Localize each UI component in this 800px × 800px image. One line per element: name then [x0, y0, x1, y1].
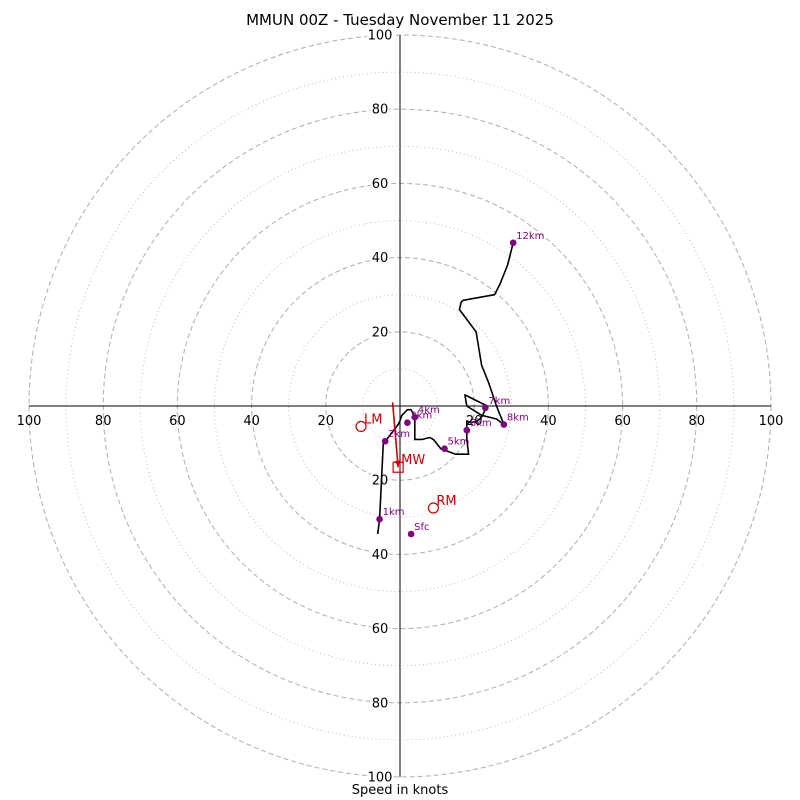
height-label-3km: 3km — [410, 411, 432, 422]
storm-motion-label-MW: MW — [401, 453, 425, 468]
y-tick-up-80: 80 — [372, 103, 389, 118]
storm-motion-label-LM: LM — [364, 412, 382, 427]
y-tick-up-60-bg — [371, 175, 389, 192]
height-marker-Sfc — [407, 530, 415, 538]
chart-title: MMUN 00Z - Tuesday November 11 2025 — [246, 11, 554, 29]
height-label-2km: 2km — [388, 429, 410, 440]
storm-motion-label-RM: RM — [436, 494, 456, 509]
y-tick-up-100: 100 — [368, 29, 393, 44]
x-tick-right-40: 40 — [540, 414, 557, 429]
axes — [29, 35, 771, 777]
height-marker-1km — [376, 515, 383, 523]
y-tick-down-20: 20 — [372, 474, 389, 489]
height-marker-2km — [381, 437, 389, 445]
y-tick-down-80-bg — [371, 694, 389, 711]
x-tick-right-80: 80 — [689, 414, 706, 429]
height-marker-7km — [482, 404, 489, 412]
y-tick-down-40-bg — [371, 546, 389, 563]
x-tick-left-20: 20 — [318, 414, 335, 429]
height-marker-6km — [463, 426, 471, 434]
height-label-6km: 6km — [470, 418, 492, 429]
height-label-7km: 7km — [488, 396, 510, 407]
y-tick-down-40: 40 — [372, 548, 389, 563]
y-tick-down-100-bg — [367, 769, 393, 785]
x-tick-left-60: 60 — [169, 414, 186, 429]
x-tick-left-80: 80 — [95, 414, 112, 429]
x-tick-right-100: 100 — [759, 414, 784, 429]
height-label-Sfc: Sfc — [414, 522, 429, 533]
mean-wind-arrow — [391, 402, 399, 468]
x-tick-left-40: 40 — [243, 414, 260, 429]
height-marker-8km — [500, 421, 508, 428]
y-tick-down-60-bg — [371, 620, 389, 637]
y-tick-up-20-bg — [371, 323, 389, 340]
storm-motion-LM — [355, 420, 367, 433]
wind-trace-layer — [376, 242, 514, 535]
height-label-5km: 5km — [448, 437, 470, 448]
height-marker-12km — [509, 239, 517, 247]
height-label-4km: 4km — [418, 405, 440, 416]
height-marker-5km — [441, 445, 448, 452]
height-marker-3km — [404, 419, 411, 426]
wind-trace — [376, 242, 514, 535]
y-tick-down-60: 60 — [372, 622, 389, 637]
storm-motion-MW — [392, 461, 404, 473]
height-label-1km: 1km — [383, 507, 405, 518]
storm-motions: LM RM MW — [355, 412, 457, 514]
height-marker-4km — [411, 413, 419, 421]
x-tick-right-60: 60 — [614, 414, 631, 429]
y-tick-down-100: 100 — [368, 771, 393, 786]
y-tick-up-40-bg — [371, 249, 389, 266]
y-tick-down-20-bg — [371, 472, 389, 489]
y-tick-up-20: 20 — [372, 325, 389, 340]
storm-motion-RM — [427, 502, 439, 514]
y-tick-up-60: 60 — [372, 177, 389, 192]
height-label-8km: 8km — [507, 413, 529, 424]
y-tick-down-80: 80 — [372, 696, 389, 711]
y-tick-up-40: 40 — [372, 251, 389, 266]
x-tick-left-100: 100 — [17, 414, 42, 429]
height-label-12km: 12km — [516, 231, 544, 242]
y-tick-up-80-bg — [371, 101, 389, 118]
x-axis-label: Speed in knots — [351, 783, 449, 798]
tick-labels: 100 80 60 40 20 20 40 60 80 100204060801002040608… — [17, 27, 784, 786]
y-tick-up-100-bg — [367, 27, 393, 43]
